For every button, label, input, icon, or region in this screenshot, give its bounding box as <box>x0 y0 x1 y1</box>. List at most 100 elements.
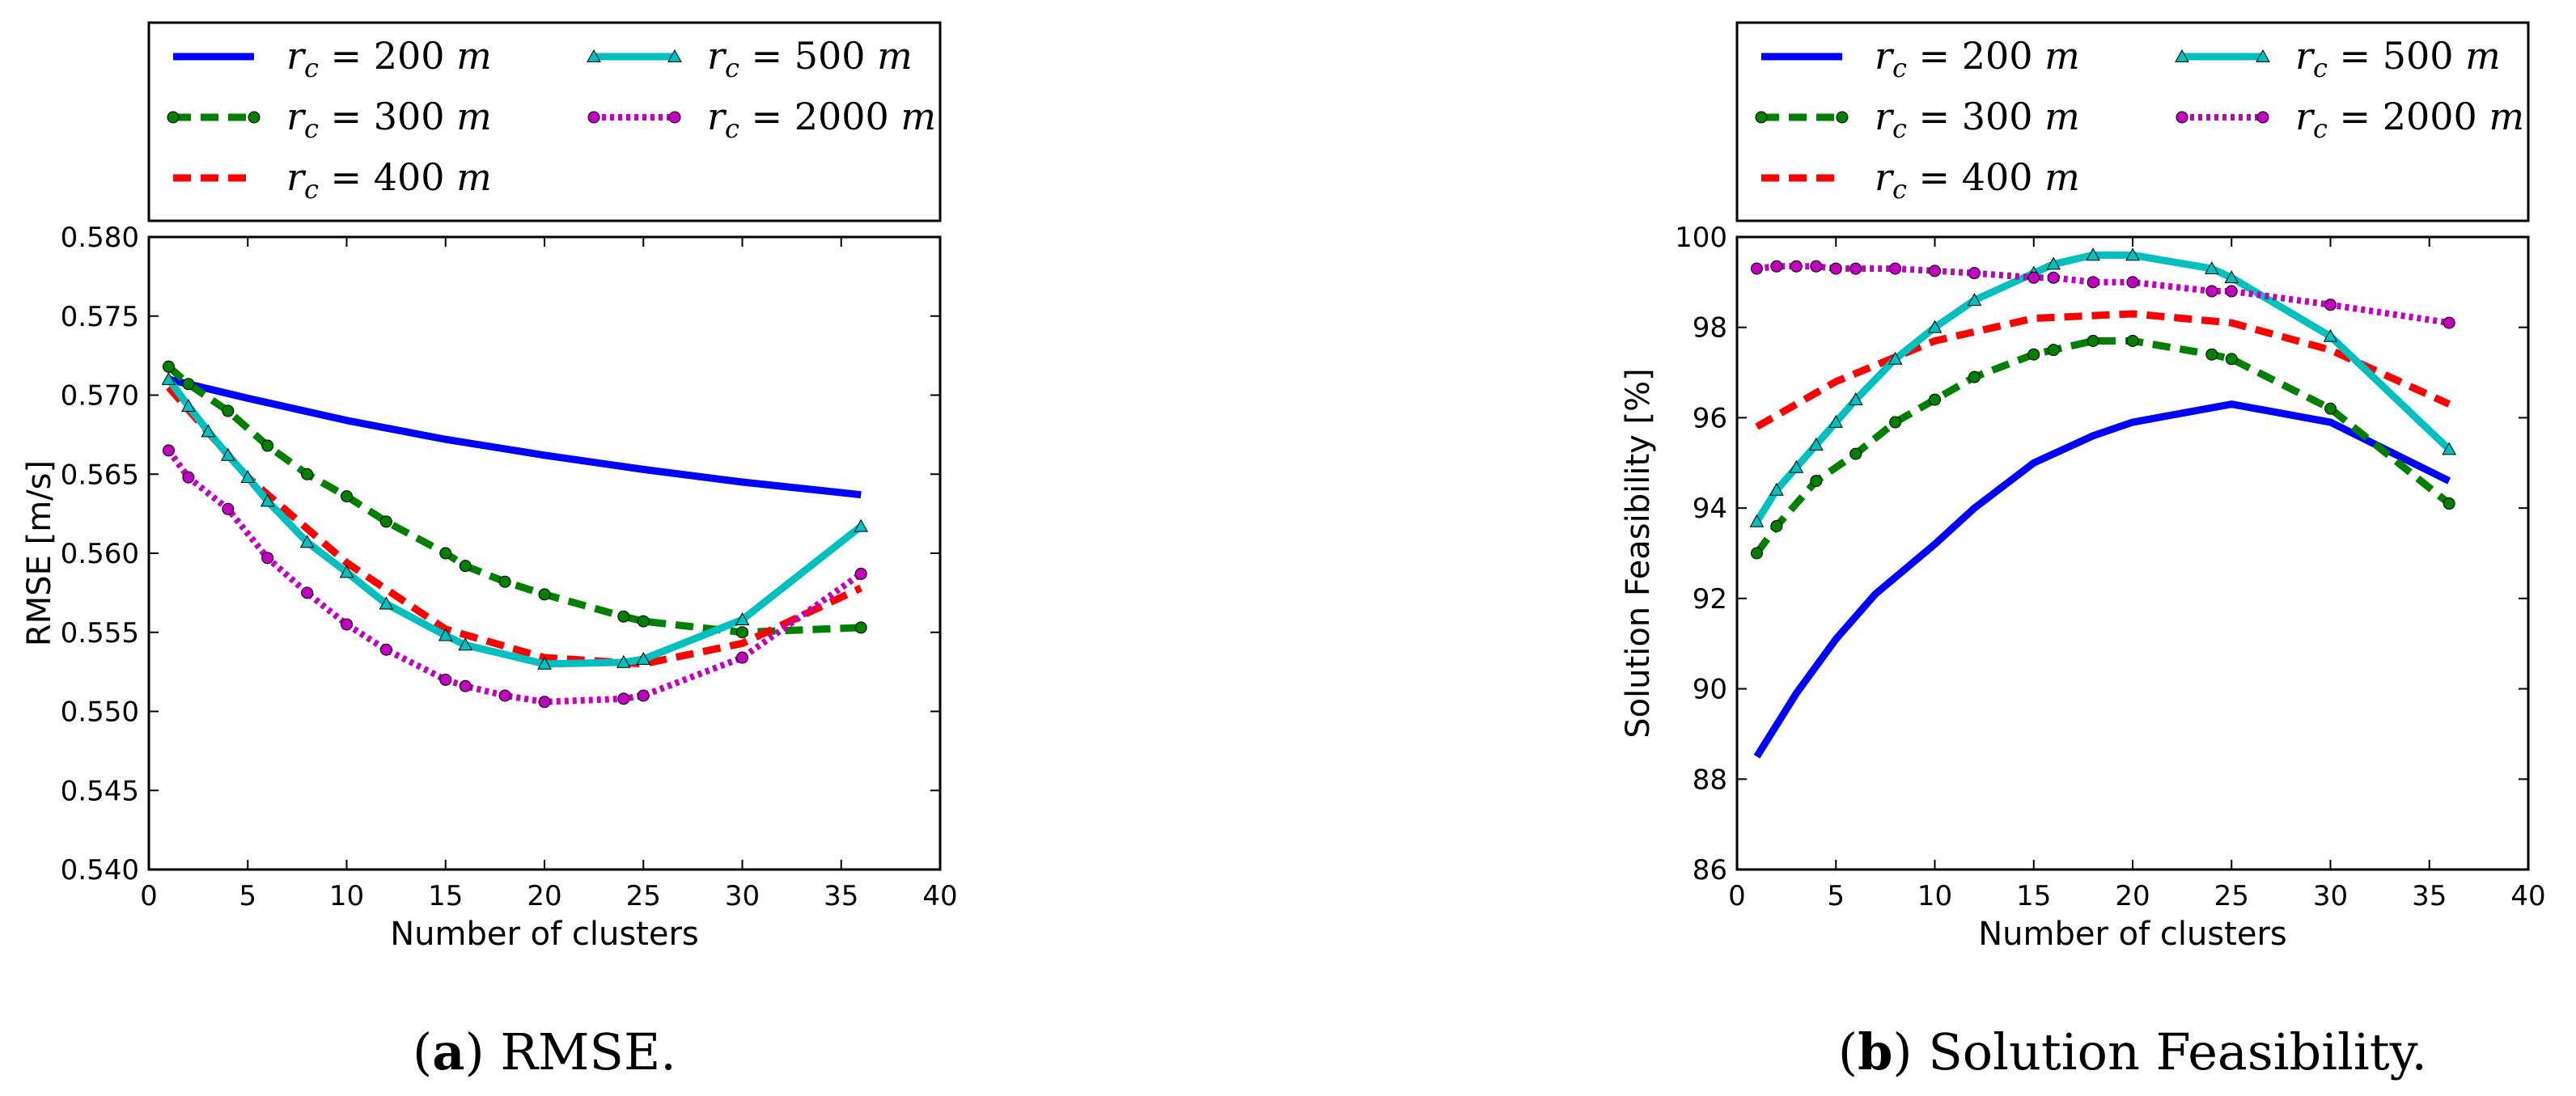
point-s1-p1 <box>182 378 195 391</box>
series-line-4 <box>1756 263 2450 327</box>
x-axis-label: Number of clusters <box>390 916 699 953</box>
point-s1-p10 <box>538 588 551 601</box>
point-s3-p13 <box>636 651 651 665</box>
point-s4-p5 <box>341 618 353 631</box>
series-1 <box>162 360 867 639</box>
point-s1-p4 <box>301 468 314 480</box>
point-s3-p12 <box>616 654 631 668</box>
series-3 <box>161 371 869 670</box>
point-s4-p14 <box>854 567 867 580</box>
point-s4-p3 <box>261 552 274 565</box>
legend-label: rc = 200 m <box>1875 34 2080 83</box>
legend-item-2: rc = 400 m <box>1761 155 2080 205</box>
x-tick-label: 15 <box>428 880 463 912</box>
x-tick-label: 25 <box>2214 880 2249 912</box>
series-0 <box>167 375 862 499</box>
point-s4-p3 <box>1810 260 1823 273</box>
y-tick-label: 86 <box>1693 854 1727 887</box>
point-s3-p10 <box>2046 256 2061 270</box>
series-line-4 <box>166 448 863 705</box>
point-s4-p12 <box>2126 276 2139 289</box>
point-s3-p7 <box>339 565 354 578</box>
legend-frame <box>1735 21 2530 222</box>
legend-item-1: rc = 300 m <box>167 95 492 144</box>
point-s3-p8 <box>1967 293 1982 307</box>
legend-item-0: rc = 200 m <box>173 34 492 83</box>
series-3 <box>1749 248 2457 527</box>
legend-frame <box>147 21 942 222</box>
point-s3-p2 <box>201 424 216 438</box>
x-tick-label: 40 <box>2510 880 2545 912</box>
caption-text: RMSE. <box>500 1022 676 1081</box>
legend-label: rc = 2000 m <box>2295 95 2524 144</box>
series-line-0 <box>167 375 862 499</box>
x-tick-label: 10 <box>329 880 364 912</box>
point-s1-p7 <box>439 547 452 560</box>
point-s1-p9 <box>2087 334 2099 347</box>
point-s1-p12 <box>637 615 650 628</box>
x-tick-label: 5 <box>239 880 256 912</box>
series-line-0 <box>1753 400 2451 759</box>
point-s3-pl1 <box>667 49 682 62</box>
series-2 <box>166 384 863 668</box>
y-tick-label: 0.560 <box>61 538 139 570</box>
point-s1-p6 <box>379 515 392 528</box>
series-line-2 <box>1755 310 2451 430</box>
point-s4-p1 <box>1770 260 1783 273</box>
point-s3-pl0 <box>587 49 601 62</box>
point-s1-p3 <box>1849 447 1862 460</box>
point-s4-p11 <box>617 692 630 705</box>
point-s3-p2 <box>1789 459 1804 473</box>
x-tick-label: 0 <box>140 880 158 912</box>
point-s1-p7 <box>2027 348 2040 361</box>
legend-label: rc = 400 m <box>1875 155 2080 205</box>
legend-label: rc = 300 m <box>286 95 492 144</box>
point-s1-p5 <box>341 490 353 503</box>
point-s1-p11 <box>2205 348 2218 361</box>
point-s1-p13 <box>736 626 748 639</box>
x-axis-label: Number of clusters <box>1978 916 2287 953</box>
series-1 <box>1750 334 2455 560</box>
series-line-3 <box>1753 251 2452 524</box>
series-4 <box>162 444 867 709</box>
point-s4-p9 <box>2027 271 2040 284</box>
point-s1-p10 <box>2126 334 2139 347</box>
point-s4-pl1 <box>2256 111 2269 124</box>
point-s3-p0 <box>161 371 176 385</box>
point-s1-pl0 <box>167 111 180 124</box>
legend-item-0: rc = 200 m <box>1761 34 2080 83</box>
caption-feasibility: (b) Solution Feasibility. <box>1838 1022 2427 1081</box>
caption-letter: a <box>432 1022 464 1081</box>
point-s4-p11 <box>2087 276 2099 289</box>
series-2 <box>1755 310 2451 430</box>
legend-rmse: rc = 200 m rc = 300 m rc = 400 m rc = 500 m… <box>147 21 942 222</box>
point-s3-p10 <box>458 637 473 651</box>
y-tick-label: 0.580 <box>61 222 139 254</box>
point-s4-p0 <box>1750 262 1763 275</box>
y-tick-label: 88 <box>1693 764 1727 796</box>
point-s4-p10 <box>2047 271 2060 284</box>
x-tick-label: 0 <box>1728 880 1746 912</box>
point-s4-p2 <box>1790 260 1803 273</box>
point-s1-p11 <box>617 610 630 623</box>
series-line-2 <box>166 384 863 668</box>
point-s1-p8 <box>459 560 472 573</box>
legend-label: rc = 500 m <box>2295 34 2501 83</box>
y-tick-label: 0.565 <box>61 459 139 491</box>
point-s4-p16 <box>2443 316 2455 329</box>
y-tick-label: 98 <box>1693 312 1727 345</box>
point-s4-p12 <box>637 689 650 702</box>
x-tick-label: 40 <box>922 880 957 912</box>
point-s3-p15 <box>854 518 869 532</box>
y-tick-label: 96 <box>1693 402 1727 434</box>
point-s4-p4 <box>1829 262 1842 275</box>
point-s3-p1 <box>181 399 196 413</box>
legend-item-2: rc = 400 m <box>173 155 492 205</box>
point-s3-p6 <box>1888 351 1903 365</box>
x-tick-label: 30 <box>2313 880 2348 912</box>
point-s3-p14 <box>2224 270 2239 284</box>
y-tick-label: 90 <box>1693 674 1727 706</box>
point-s4-p2 <box>222 502 235 515</box>
y-axis-label: RMSE [m/s] <box>21 460 58 646</box>
point-s4-p6 <box>1889 262 1902 275</box>
